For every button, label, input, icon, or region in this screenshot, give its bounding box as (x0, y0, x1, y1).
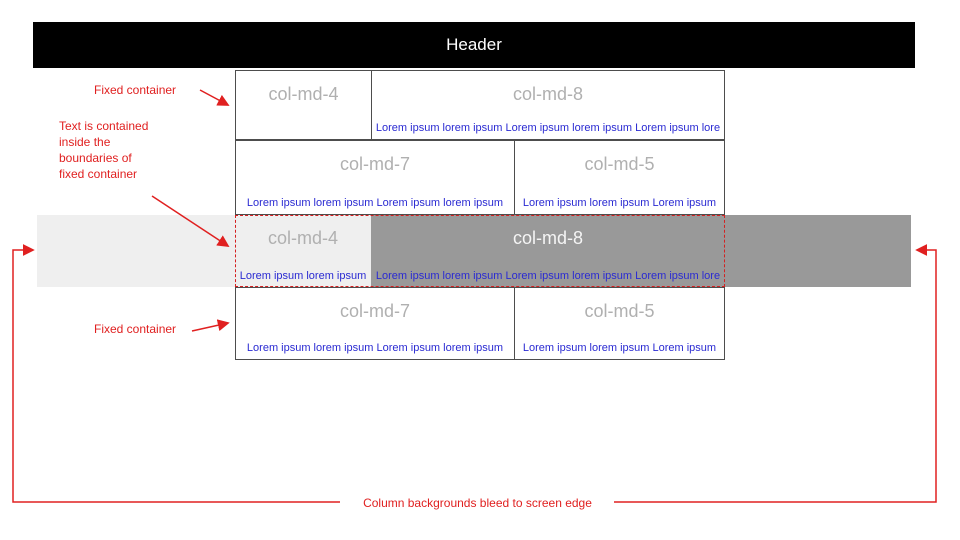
annotation-text-contained: Text is contained inside the boundaries … (59, 119, 149, 181)
lorem-text: Lorem ipsum lorem ipsum Lorem ipsum lore… (375, 270, 721, 282)
column-label: col-md-4 (268, 84, 339, 104)
grid-cell-col-md-8: col-md-8 Lorem ipsum lorem ipsum Lorem i… (371, 215, 725, 287)
annotation-fixed-container-bottom: Fixed container (94, 322, 177, 336)
grid-cell-col-md-4: col-md-4 Lorem ipsum lorem ipsum (235, 215, 371, 287)
annotation-bleed-label: Column backgrounds bleed to screen edge (363, 496, 592, 510)
arrow-fixed-container-bottom (191, 319, 230, 332)
annotation-fixed-container-top: Fixed container (94, 83, 177, 97)
column-label: col-md-5 (584, 301, 655, 321)
column-label: col-md-8 (512, 84, 583, 104)
header-bar: Header (33, 22, 915, 68)
grid-row-1: col-md-4 col-md-8 Lorem ipsum lorem ipsu… (235, 70, 725, 140)
grid-cell-col-md-5: col-md-5 Lorem ipsum lorem ipsum Lorem i… (514, 141, 724, 214)
grid-row-3-bleeding: col-md-4 Lorem ipsum lorem ipsum col-md-… (235, 215, 725, 287)
grid-cell-col-md-4: col-md-4 (236, 71, 371, 139)
column-label: col-md-8 (512, 228, 583, 248)
column-label: col-md-7 (339, 301, 410, 321)
lorem-text: Lorem ipsum lorem ipsum Lorem ipsum (522, 342, 717, 354)
arrow-fixed-container-top (199, 89, 230, 106)
lorem-text: Lorem ipsum lorem ipsum Lorem ipsum lore… (246, 197, 504, 209)
lorem-text: Lorem ipsum lorem ipsum Lorem ipsum lore… (375, 122, 721, 134)
grid-cell-col-md-7: col-md-7 Lorem ipsum lorem ipsum Lorem i… (236, 288, 514, 359)
grid-cell-col-md-8: col-md-8 Lorem ipsum lorem ipsum Lorem i… (371, 71, 724, 139)
lorem-text: Lorem ipsum lorem ipsum Lorem ipsum (522, 197, 717, 209)
grid-cell-col-md-5: col-md-5 Lorem ipsum lorem ipsum Lorem i… (514, 288, 724, 359)
column-label: col-md-4 (267, 228, 338, 248)
grid-row-4: col-md-7 Lorem ipsum lorem ipsum Lorem i… (235, 287, 725, 360)
lorem-text: Lorem ipsum lorem ipsum Lorem ipsum lore… (246, 342, 504, 354)
column-label: col-md-7 (339, 154, 410, 174)
lorem-text: Lorem ipsum lorem ipsum (239, 270, 367, 282)
grid-cell-col-md-7: col-md-7 Lorem ipsum lorem ipsum Lorem i… (236, 141, 514, 214)
header-label: Header (446, 35, 502, 54)
grid-row-2: col-md-7 Lorem ipsum lorem ipsum Lorem i… (235, 140, 725, 215)
column-label: col-md-5 (584, 154, 655, 174)
